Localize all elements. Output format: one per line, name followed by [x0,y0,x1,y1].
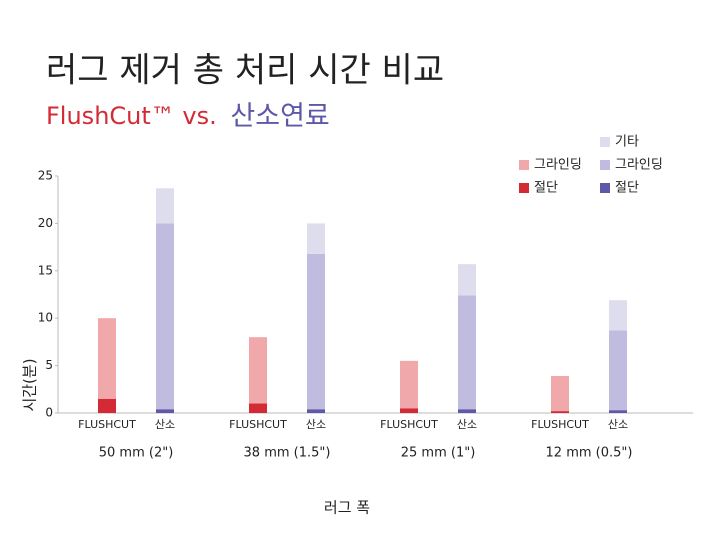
y-tick-label: 15 [38,263,53,277]
y-tick-label: 20 [38,216,53,230]
y-tick-label: 0 [45,406,53,420]
bar-label: 산소 [608,418,628,431]
bar-segment [307,223,325,254]
bar-segment [458,264,476,296]
legend-label: 기타 [615,135,639,150]
subtitle-part: 산소연료 [230,101,329,132]
category-label: 25 mm (1") [401,446,476,461]
bar-label: 산소 [306,418,326,431]
chart-subtitle: FlushCut™ vs. 산소연료 [46,101,330,132]
y-tick-label: 5 [45,358,53,372]
bar-label: 산소 [155,418,175,431]
legend-swatch [519,183,529,193]
bar-segment [98,398,116,413]
bar-segment [249,403,267,413]
bar-segment [156,223,174,410]
bar-segment [98,318,116,399]
bar-segment [307,409,325,413]
bar-segment [551,376,569,412]
category-label: 50 mm (2") [99,446,174,461]
legend-label: 그라인딩 [534,158,582,173]
bar-segment [609,330,627,411]
bar-label: FLUSHCUT [531,418,589,431]
legend-label: 절단 [534,181,558,196]
category-label: 12 mm (0.5") [546,446,633,461]
legend-swatch [600,183,610,193]
legend-swatch [600,160,610,170]
chart-title: 러그 제거 총 처리 시간 비교 [46,51,444,91]
bar-segment [609,300,627,331]
y-tick-label: 10 [38,311,53,325]
bar-segment [609,410,627,413]
legend-swatch [519,160,529,170]
subtitle-part: FlushCut™ vs. [46,102,217,130]
bar-segment [458,409,476,413]
x-axis-label: 러그 폭 [324,499,370,517]
bar-label: FLUSHCUT [229,418,287,431]
bar-segment [551,411,569,413]
legend-swatch [600,137,610,147]
bar-segment [156,188,174,224]
y-axis-label: 시간(분) [21,358,39,411]
bar-segment [400,408,418,413]
legend-label: 그라인딩 [615,158,663,173]
bar-label: 산소 [457,418,477,431]
y-tick-label: 25 [38,169,53,183]
bar-label: FLUSHCUT [380,418,438,431]
bar-label: FLUSHCUT [78,418,136,431]
bar-segment [307,253,325,410]
bar-segment [400,360,418,409]
bar-segment [249,337,267,404]
bar-segment [156,409,174,413]
legend-label: 절단 [615,181,639,196]
category-label: 38 mm (1.5") [244,446,331,461]
bar-segment [458,295,476,410]
